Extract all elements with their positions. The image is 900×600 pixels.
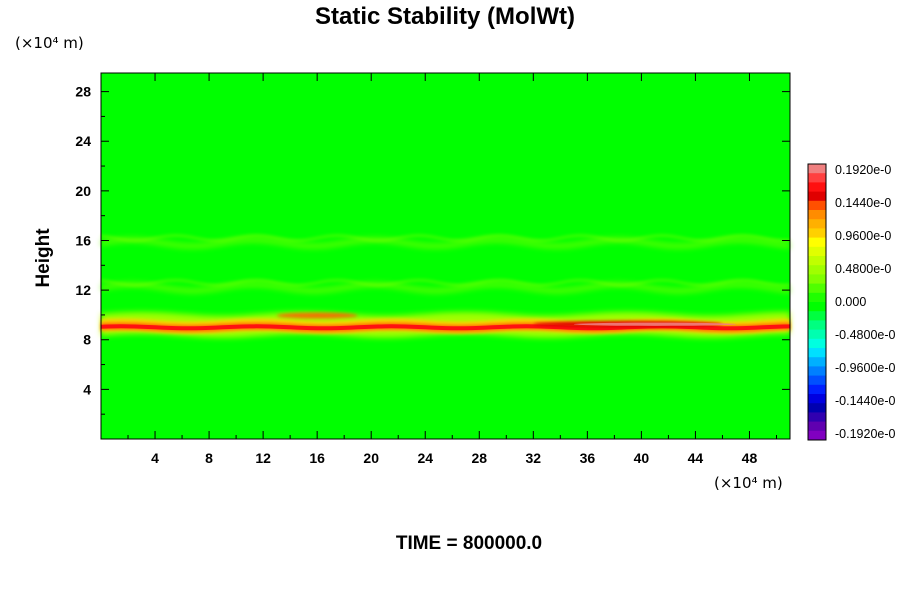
y-tick-label: 8	[83, 332, 91, 348]
y-axis-ticks: 4 8 12 16 20 24 28	[75, 84, 790, 415]
colorbar-label: 0.000	[835, 295, 866, 309]
y-tick-label: 12	[75, 282, 91, 298]
heatmap-upper-layer-core	[101, 234, 790, 242]
colorbar-label: 0.4800e-0	[835, 262, 891, 276]
colorbar-label: -0.9600e-0	[835, 361, 896, 375]
x-units-label: (×10⁴ m)	[714, 474, 783, 492]
chart-title: Static Stability (MolWt)	[315, 3, 575, 30]
colorbar-swatch	[808, 246, 826, 257]
colorbar-swatch	[808, 219, 826, 229]
colorbar-swatch	[808, 228, 826, 238]
x-tick-label: 32	[526, 450, 542, 466]
colorbar-swatch	[808, 200, 826, 211]
colorbar-swatch	[808, 311, 826, 321]
colorbar-swatch	[808, 320, 826, 330]
x-tick-label: 28	[471, 450, 487, 466]
colorbar-swatch	[808, 182, 826, 192]
x-tick-label: 24	[417, 450, 433, 466]
colorbar-swatch	[808, 357, 826, 367]
colorbar-label: -0.4800e-0	[835, 328, 896, 342]
colorbar-label: 0.9600e-0	[835, 229, 891, 243]
x-tick-label: 20	[363, 450, 379, 466]
colorbar-swatch	[808, 173, 826, 183]
time-label: TIME = 800000.0	[396, 533, 542, 554]
plot-frame	[100, 72, 791, 440]
colorbar-swatch	[808, 292, 826, 303]
colorbar-swatch	[808, 394, 826, 404]
colorbar-swatch	[808, 430, 826, 441]
y-tick-label: 4	[83, 381, 91, 397]
colorbar-swatch	[808, 265, 826, 275]
colorbar-swatch	[808, 348, 826, 358]
x-tick-label: 16	[309, 450, 325, 466]
y-tick-label: 20	[75, 183, 91, 199]
colorbar-swatch	[808, 210, 826, 220]
colorbar: 0.1920e-0 0.1440e-0 0.9600e-0 0.4800e-0 0.00…	[807, 163, 896, 441]
colorbar-swatch	[808, 191, 826, 202]
colorbar-swatch	[808, 421, 826, 432]
heatmap-secondary-blob	[276, 312, 358, 319]
plot-background	[101, 73, 790, 439]
colorbar-swatch	[808, 329, 826, 340]
y-tick-label: 16	[75, 232, 91, 248]
colorbar-swatch	[808, 164, 826, 174]
heatmap-main-peak-core	[573, 322, 736, 326]
x-tick-label: 36	[580, 450, 596, 466]
x-tick-label: 12	[255, 450, 271, 466]
colorbar-swatch	[808, 412, 826, 422]
colorbar-swatch	[808, 338, 826, 349]
colorbar-swatch	[808, 375, 826, 386]
heatmap-mid-layer-core	[101, 279, 790, 287]
x-tick-label: 48	[742, 450, 758, 466]
x-tick-label: 40	[634, 450, 650, 466]
colorbar-label: -0.1440e-0	[835, 394, 896, 408]
colorbar-swatch	[808, 256, 826, 266]
x-tick-label: 44	[688, 450, 704, 466]
colorbar-swatch	[808, 283, 826, 294]
colorbar-swatch	[808, 403, 826, 413]
colorbar-swatch	[808, 302, 826, 312]
colorbar-swatch	[808, 384, 826, 395]
colorbar-label: 0.1920e-0	[835, 163, 891, 177]
heatmap-features	[101, 234, 790, 338]
colorbar-frame	[807, 163, 827, 441]
colorbar-label: -0.1920e-0	[835, 427, 896, 441]
colorbar-swatch	[808, 237, 826, 248]
colorbar-label: 0.1440e-0	[835, 196, 891, 210]
x-axis-ticks: 4 8 12 16 20 24 28 32 36 40 44 48	[127, 73, 777, 466]
x-tick-label: 8	[205, 450, 213, 466]
y-units-label: (×10⁴ m)	[15, 34, 84, 52]
colorbar-swatch	[808, 274, 826, 284]
x-tick-label: 4	[151, 450, 159, 466]
y-axis-label: Height	[33, 228, 54, 288]
colorbar-swatch	[808, 366, 826, 376]
y-tick-label: 28	[75, 84, 91, 100]
y-tick-label: 24	[75, 133, 91, 149]
